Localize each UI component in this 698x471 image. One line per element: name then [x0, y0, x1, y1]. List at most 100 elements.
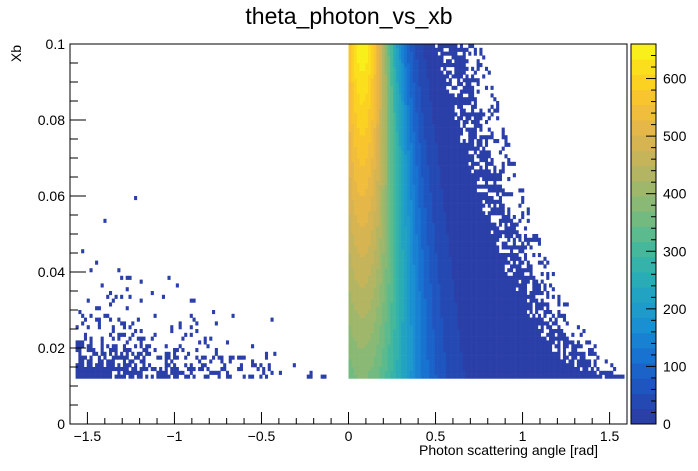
heatmap-cell: [420, 329, 424, 334]
heatmap-cell: [373, 226, 377, 231]
heatmap-cell: [473, 226, 477, 231]
heatmap-cell: [409, 348, 413, 353]
heatmap-cell: [78, 355, 82, 360]
heatmap-cell: [404, 66, 408, 71]
heatmap-cell: [398, 192, 402, 197]
heatmap-cell: [381, 127, 386, 132]
heatmap-cell: [437, 82, 441, 87]
heatmap-cell: [406, 336, 411, 341]
heatmap-cell: [451, 169, 455, 174]
heatmap-cell: [348, 188, 352, 193]
heatmap-cell: [362, 127, 366, 132]
heatmap-cell: [381, 313, 386, 318]
heatmap-cell: [473, 215, 477, 220]
heatmap-cell: [348, 234, 352, 239]
heatmap-cell: [498, 291, 502, 296]
heatmap-cell: [354, 199, 358, 204]
heatmap-cell: [420, 44, 424, 49]
heatmap-cell: [351, 275, 355, 280]
heatmap-cell: [395, 249, 399, 254]
heatmap-cell: [354, 344, 358, 349]
heatmap-cell: [457, 313, 461, 318]
heatmap-cell: [471, 184, 475, 189]
heatmap-cell: [393, 59, 397, 64]
heatmap-cell: [484, 287, 489, 292]
heatmap-cell: [359, 211, 363, 216]
heatmap-cell: [365, 332, 369, 337]
heatmap-cell: [393, 66, 397, 71]
heatmap-cell: [379, 336, 383, 341]
heatmap-cell: [437, 180, 441, 185]
heatmap-cell: [462, 367, 466, 372]
heatmap-cell: [262, 367, 266, 372]
heatmap-cell: [381, 135, 386, 140]
heatmap-cell: [390, 336, 394, 341]
heatmap-cell: [482, 348, 486, 353]
heatmap-cell: [401, 317, 405, 322]
heatmap-cell: [409, 120, 413, 125]
heatmap-cell: [454, 344, 458, 349]
heatmap-cell: [95, 317, 99, 322]
heatmap-cell: [128, 336, 132, 341]
heatmap-cell: [406, 230, 411, 235]
heatmap-cell: [440, 275, 444, 280]
heatmap-cell: [412, 313, 416, 318]
heatmap-cell: [454, 184, 458, 189]
heatmap-cell: [376, 59, 380, 64]
heatmap-cell: [443, 135, 447, 140]
heatmap-cell: [429, 78, 433, 83]
heatmap-cell: [496, 226, 500, 231]
heatmap-cell: [423, 279, 427, 284]
heatmap-cell: [498, 298, 502, 303]
heatmap-cell: [367, 275, 372, 280]
heatmap-cell: [468, 291, 472, 296]
heatmap-cell: [415, 165, 419, 170]
heatmap-cell: [412, 287, 416, 292]
heatmap-cell: [370, 78, 374, 83]
heatmap-cell: [434, 142, 438, 147]
heatmap-cell: [420, 363, 424, 368]
heatmap-cell: [370, 237, 374, 242]
heatmap-cell: [356, 120, 360, 125]
heatmap-cell: [376, 218, 380, 223]
heatmap-cell: [359, 370, 363, 375]
heatmap-cell: [429, 123, 433, 128]
heatmap-cell: [354, 203, 358, 208]
heatmap-cell: [476, 279, 480, 284]
heatmap-cell: [440, 302, 444, 307]
heatmap-cell: [362, 279, 366, 284]
heatmap-cell: [365, 222, 369, 227]
heatmap-cell: [440, 70, 444, 75]
heatmap-cell: [476, 192, 480, 197]
heatmap-cells: [75, 44, 625, 379]
heatmap-cell: [404, 135, 408, 140]
heatmap-cell: [437, 325, 441, 330]
heatmap-cell: [373, 374, 377, 379]
heatmap-cell: [423, 146, 427, 151]
heatmap-cell: [484, 253, 489, 258]
heatmap-cell: [429, 253, 433, 258]
heatmap-cell: [468, 367, 472, 372]
heatmap-cell: [404, 74, 408, 79]
heatmap-cell: [384, 85, 388, 90]
heatmap-cell: [89, 313, 93, 318]
heatmap-cell: [490, 329, 494, 334]
heatmap-cell: [398, 329, 402, 334]
heatmap-cell: [501, 317, 505, 322]
heatmap-cell: [415, 283, 419, 288]
heatmap-cell: [440, 230, 444, 235]
heatmap-cell: [496, 275, 500, 280]
heatmap-cell: [351, 348, 355, 353]
heatmap-cell: [493, 340, 497, 345]
heatmap-cell: [367, 207, 372, 212]
heatmap-cell: [359, 135, 363, 140]
heatmap-cell: [395, 85, 399, 90]
heatmap-cell: [445, 169, 450, 174]
heatmap-cell: [159, 370, 163, 375]
heatmap-cell: [445, 321, 450, 326]
heatmap-cell: [387, 237, 391, 242]
heatmap-cell: [454, 112, 458, 117]
heatmap-cell: [401, 150, 405, 155]
heatmap-cell: [418, 321, 422, 326]
heatmap-cell: [178, 325, 182, 330]
